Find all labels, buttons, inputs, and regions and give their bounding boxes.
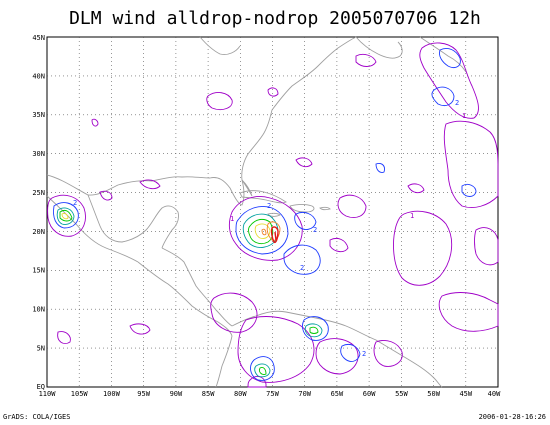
contour-label: 2 [455, 99, 459, 107]
lon-tick-label: 65W [331, 390, 344, 398]
contour-lines [47, 42, 499, 388]
lat-tick-label: 45N [32, 34, 45, 42]
lon-tick-label: 100W [103, 390, 121, 398]
lon-tick-label: 60W [363, 390, 376, 398]
footer-timestamp: 2006-01-28-16:26 [478, 413, 546, 421]
lon-tick-label: 55W [395, 390, 408, 398]
lon-tick-label: 80W [234, 390, 247, 398]
lon-tick-label: 85W [202, 390, 215, 398]
gridlines [47, 37, 498, 387]
lon-tick-label: 105W [71, 390, 89, 398]
contour-level-2 [53, 47, 477, 381]
contour-level-4 [59, 209, 319, 375]
lat-tick-label: 5N [37, 345, 45, 353]
contour-label: 2 [313, 226, 317, 234]
lat-tick-label: 40N [32, 72, 45, 80]
contour-label: 1 [462, 112, 466, 120]
lat-tick-label: 30N [32, 150, 45, 158]
lat-tick-label: 20N [32, 228, 45, 236]
contour-level-3 [56, 207, 323, 378]
contour-label: 2 [267, 202, 271, 210]
contour-level-5 [61, 213, 271, 239]
lon-tick-label: 95W [137, 390, 150, 398]
lon-tick-label: 110W [39, 390, 57, 398]
lon-tick-label: 45W [459, 390, 472, 398]
lon-tick-labels: 110W 105W 100W 95W 90W 85W 80W 75W 70W 6… [39, 390, 502, 398]
lon-tick-label: 75W [266, 390, 279, 398]
contour-level-1 [47, 42, 499, 388]
footer-credit: GrADS: COLA/IGES [3, 413, 71, 421]
lat-tick-labels: EQ 5N 10N 15N 20N 25N 30N 35N 40N 45N [32, 34, 45, 391]
contour-label: 1 [230, 215, 234, 223]
lat-tick-label: 35N [32, 111, 45, 119]
lon-tick-label: 50W [427, 390, 440, 398]
lat-tick-label: 10N [32, 306, 45, 314]
contour-label: 2 [73, 199, 77, 207]
contour-label: 1 [410, 212, 414, 220]
contour-level-7 [270, 226, 279, 244]
lat-tick-label: EQ [37, 383, 45, 391]
lon-tick-label: 40W [488, 390, 501, 398]
contour-value-labels: 2 2 2 1 1 2 1 2 2 [73, 99, 466, 358]
lat-tick-label: 15N [32, 267, 45, 275]
lat-tick-label: 25N [32, 189, 45, 197]
map-title: DLM wind alldrop-nodrop 2005070706 12h [69, 8, 481, 29]
contour-label: 2 [300, 264, 304, 272]
lon-tick-label: 90W [170, 390, 183, 398]
lon-tick-label: 70W [298, 390, 311, 398]
contour-label: 2 [362, 350, 366, 358]
coastlines [46, 36, 467, 388]
